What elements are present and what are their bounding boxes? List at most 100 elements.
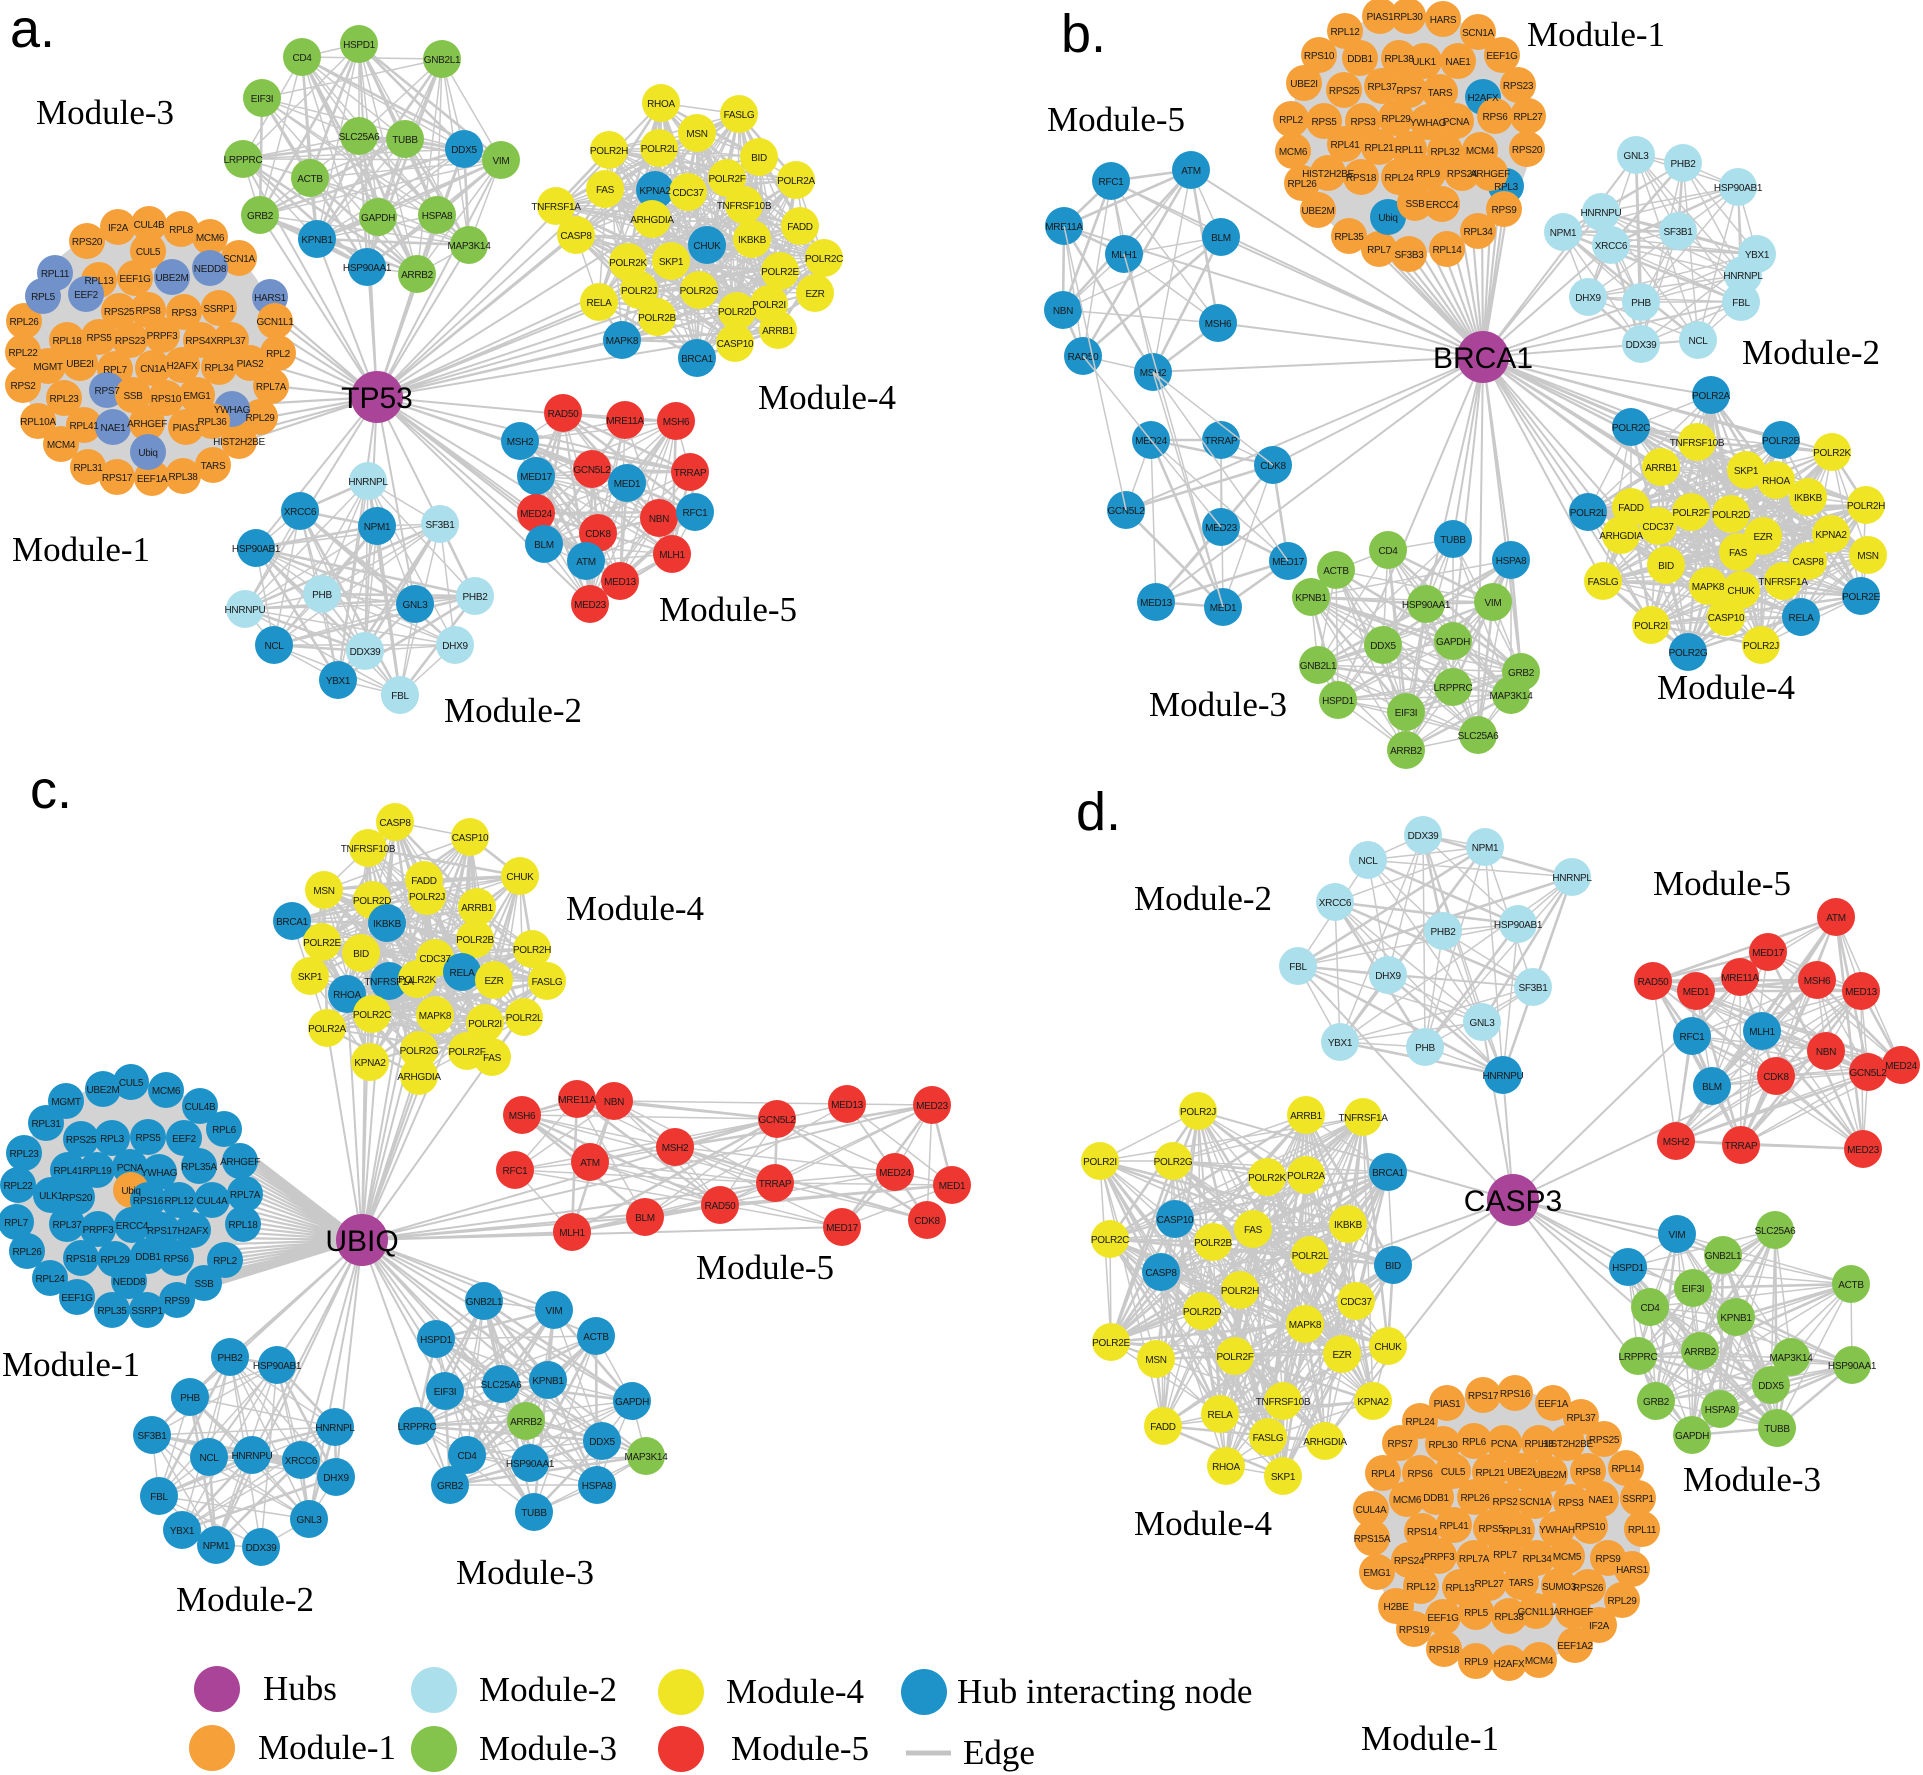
svg-text:RPL27: RPL27	[1474, 1579, 1504, 1590]
svg-text:RPS5: RPS5	[136, 1133, 162, 1144]
svg-text:RPS7: RPS7	[1397, 86, 1423, 97]
svg-text:PRPF3: PRPF3	[147, 331, 178, 342]
svg-text:NCL: NCL	[1688, 336, 1708, 347]
svg-text:RPL26: RPL26	[9, 317, 39, 328]
svg-text:TNFRSF1A: TNFRSF1A	[531, 202, 581, 213]
svg-text:MSH6: MSH6	[1205, 319, 1232, 330]
svg-text:HSP90AA1: HSP90AA1	[1828, 1361, 1877, 1372]
svg-text:RELA: RELA	[587, 298, 613, 309]
svg-text:EEF1G: EEF1G	[1427, 1613, 1459, 1624]
svg-text:MAP3K14: MAP3K14	[448, 241, 492, 252]
svg-text:CASP10: CASP10	[1708, 613, 1745, 624]
svg-text:CASP10: CASP10	[1157, 1215, 1194, 1226]
svg-text:MLH1: MLH1	[559, 1228, 585, 1239]
svg-text:RPL34: RPL34	[204, 363, 234, 374]
svg-text:SKP1: SKP1	[298, 972, 323, 983]
svg-text:DDX5: DDX5	[451, 145, 477, 156]
svg-text:ARRB1: ARRB1	[1645, 463, 1678, 474]
svg-text:Module-4: Module-4	[1657, 668, 1795, 707]
svg-text:ARHGEF: ARHGEF	[127, 419, 167, 430]
svg-text:POLR2L: POLR2L	[1570, 508, 1607, 519]
svg-text:DDX39: DDX39	[246, 1543, 277, 1554]
svg-text:GNL3: GNL3	[1624, 151, 1650, 162]
svg-text:FBL: FBL	[1732, 298, 1750, 309]
svg-text:SSB: SSB	[194, 1279, 214, 1290]
svg-text:MAPK8: MAPK8	[1692, 582, 1725, 593]
svg-text:HSP90AA1: HSP90AA1	[343, 263, 392, 274]
svg-text:HARS: HARS	[1430, 15, 1457, 26]
svg-text:RPS5: RPS5	[1479, 1524, 1505, 1535]
svg-text:ARHGEF: ARHGEF	[1553, 1607, 1593, 1618]
svg-text:RPL11: RPL11	[1628, 1525, 1657, 1536]
svg-text:YBX1: YBX1	[1328, 1038, 1353, 1049]
svg-text:POLR2J: POLR2J	[409, 892, 445, 903]
svg-text:HARS1: HARS1	[254, 293, 287, 304]
svg-text:HIST2H2BE: HIST2H2BE	[213, 437, 265, 448]
svg-text:HARS1: HARS1	[1616, 1565, 1649, 1576]
svg-text:RPL22: RPL22	[8, 348, 38, 359]
svg-text:FAS: FAS	[1244, 1225, 1263, 1236]
svg-text:HSP90AB1: HSP90AB1	[253, 1361, 302, 1372]
svg-text:RFC1: RFC1	[1680, 1032, 1706, 1043]
svg-text:CDC37: CDC37	[1340, 1297, 1372, 1308]
svg-text:ARRB1: ARRB1	[1290, 1111, 1323, 1122]
svg-text:RPS8: RPS8	[1576, 1467, 1602, 1478]
svg-text:POLR2H: POLR2H	[1847, 501, 1885, 512]
svg-text:MSN: MSN	[1857, 551, 1878, 562]
svg-text:BID: BID	[353, 949, 369, 960]
svg-text:EEF1G: EEF1G	[1486, 51, 1518, 62]
svg-text:RPL31: RPL31	[73, 463, 103, 474]
svg-text:RPL2: RPL2	[213, 1256, 238, 1267]
svg-text:MED23: MED23	[574, 600, 607, 611]
svg-text:RAD50: RAD50	[1638, 977, 1669, 988]
svg-text:GNB2L1: GNB2L1	[424, 55, 461, 66]
svg-text:HNRNPU: HNRNPU	[232, 1451, 273, 1462]
svg-text:FASLG: FASLG	[1253, 1433, 1284, 1444]
svg-text:UBIQ: UBIQ	[325, 1225, 398, 1258]
svg-text:LRPPRC: LRPPRC	[1619, 1352, 1658, 1363]
svg-text:CHUK: CHUK	[506, 872, 534, 883]
svg-text:SSRP1: SSRP1	[1622, 1494, 1654, 1505]
svg-text:RPS8: RPS8	[136, 306, 162, 317]
svg-text:HNRNPL: HNRNPL	[348, 477, 388, 488]
svg-text:POLR2D: POLR2D	[1183, 1307, 1221, 1318]
svg-text:RPL41: RPL41	[53, 1166, 83, 1177]
svg-text:MAPK8: MAPK8	[419, 1011, 452, 1022]
svg-text:CUL5: CUL5	[1441, 1467, 1466, 1478]
svg-text:Module-4: Module-4	[758, 378, 896, 417]
svg-text:ARRB2: ARRB2	[1684, 1347, 1717, 1358]
svg-text:EMG1: EMG1	[1363, 1568, 1391, 1579]
svg-text:MRE11A: MRE11A	[558, 1095, 596, 1106]
svg-text:RPL23: RPL23	[9, 1149, 39, 1160]
svg-text:RPS24: RPS24	[1447, 169, 1478, 180]
svg-text:SSB: SSB	[1405, 199, 1425, 210]
svg-text:POLR2H: POLR2H	[513, 945, 551, 956]
svg-text:MCM4: MCM4	[1466, 146, 1495, 157]
svg-text:ARHGEF: ARHGEF	[220, 1157, 260, 1168]
svg-text:RPS17: RPS17	[102, 473, 133, 484]
svg-text:Module-4: Module-4	[726, 1672, 864, 1711]
svg-text:HSP90AB1: HSP90AB1	[232, 544, 281, 555]
svg-text:MED17: MED17	[826, 1223, 859, 1234]
svg-text:MCM4: MCM4	[1525, 1656, 1554, 1667]
svg-text:Module-4: Module-4	[1134, 1504, 1272, 1543]
svg-text:KPNB1: KPNB1	[1720, 1313, 1752, 1324]
svg-text:POLR2C: POLR2C	[1091, 1235, 1129, 1246]
svg-text:POLR2D: POLR2D	[718, 307, 756, 318]
svg-text:RELA: RELA	[1208, 1410, 1234, 1421]
svg-text:POLR2J: POLR2J	[1743, 641, 1779, 652]
svg-text:MSN: MSN	[686, 129, 707, 140]
svg-text:Module-5: Module-5	[1653, 864, 1791, 903]
svg-text:CASP8: CASP8	[1145, 1268, 1177, 1279]
svg-text:RPS9: RPS9	[1596, 1554, 1622, 1565]
svg-text:MED24: MED24	[1885, 1061, 1918, 1072]
svg-text:RPS10: RPS10	[151, 394, 182, 405]
svg-text:ARHGDIA: ARHGDIA	[630, 215, 674, 226]
svg-text:Module-5: Module-5	[659, 590, 797, 629]
svg-text:GNB2L1: GNB2L1	[1300, 661, 1337, 672]
svg-text:RPL3: RPL3	[1494, 182, 1519, 193]
svg-text:CASP8: CASP8	[1792, 557, 1824, 568]
svg-text:CDK8: CDK8	[1260, 461, 1286, 472]
svg-text:SLC25A6: SLC25A6	[1755, 1226, 1796, 1237]
svg-text:ARRB2: ARRB2	[510, 1417, 543, 1428]
